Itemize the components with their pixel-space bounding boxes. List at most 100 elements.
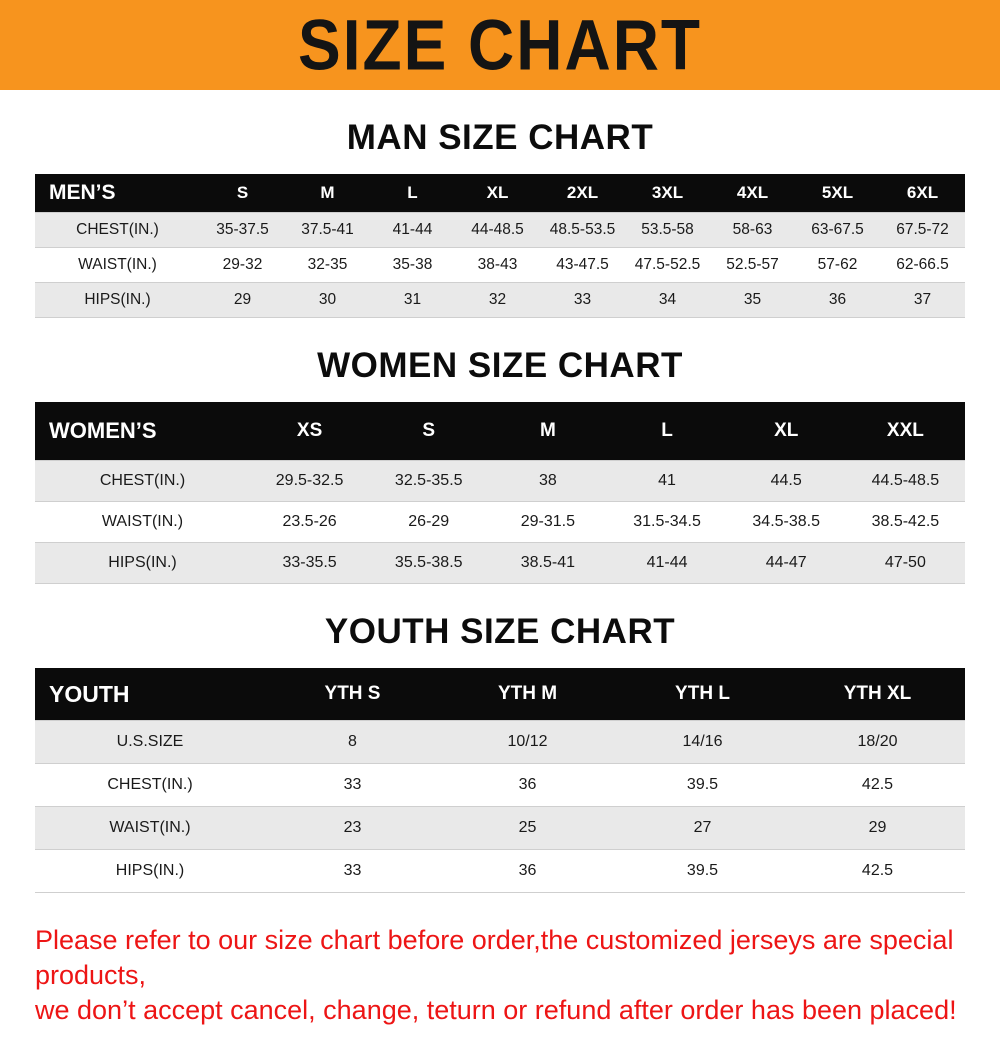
table-row: WAIST(IN.) 29-32 32-35 35-38 38-43 43-47.5 47.… bbox=[35, 247, 965, 283]
measurement-label: WAIST(IN.) bbox=[101, 513, 184, 530]
women-size-section: WOMEN SIZE CHART WOMEN’S XS S M L XL XXL CHEST(… bbox=[0, 346, 1000, 584]
table-row: CHEST(IN.) 35-37.5 37.5-41 41-44 44-48.5 48.5… bbox=[35, 212, 965, 248]
size-value: 32.5-35.5 bbox=[394, 472, 463, 489]
size-chart-banner: SIZE CHART bbox=[0, 0, 1000, 90]
size-value: 38.5-42.5 bbox=[871, 513, 940, 530]
page-title: SIZE CHART bbox=[298, 4, 702, 86]
size-value: 34 bbox=[658, 291, 677, 308]
size-value: 29-32 bbox=[222, 256, 263, 273]
table-title-cell: YOUTH bbox=[35, 668, 265, 721]
size-value: 36 bbox=[518, 862, 537, 879]
men-section-heading: MAN SIZE CHART bbox=[346, 118, 654, 157]
size-value: 42.5 bbox=[861, 776, 894, 793]
size-value: 29 bbox=[868, 819, 887, 836]
measurement-label: U.S.SIZE bbox=[116, 733, 184, 750]
size-value: 33 bbox=[343, 776, 362, 793]
size-value: 29 bbox=[233, 291, 252, 308]
size-column-header: M bbox=[285, 174, 370, 213]
size-column-header: L bbox=[370, 174, 455, 213]
size-value: 34.5-38.5 bbox=[752, 513, 820, 530]
size-value: 44.5 bbox=[770, 472, 802, 489]
size-value: 58-63 bbox=[732, 221, 773, 238]
size-column-header: S bbox=[200, 174, 285, 213]
table-title-cell: WOMEN’S bbox=[35, 402, 250, 461]
men-size-table: MEN’S S M L XL 2XL 3XL 4XL 5XL 6XL CHEST(IN.) 35-37… bbox=[35, 174, 965, 318]
size-value: 35 bbox=[743, 291, 762, 308]
size-value: 26-29 bbox=[408, 513, 450, 530]
size-value: 53.5-58 bbox=[641, 221, 694, 238]
size-value: 41-44 bbox=[646, 554, 688, 571]
size-column-header: XL bbox=[726, 402, 846, 461]
measurement-label: CHEST(IN.) bbox=[107, 776, 193, 793]
size-value: 44.5-48.5 bbox=[871, 472, 940, 489]
size-column-header: S bbox=[369, 402, 489, 461]
size-column-header: YTH L bbox=[615, 668, 790, 721]
size-value: 32-35 bbox=[307, 256, 348, 273]
size-column-header: YTH S bbox=[265, 668, 440, 721]
size-value: 35-37.5 bbox=[216, 221, 269, 238]
size-value: 32 bbox=[488, 291, 507, 308]
size-value: 44-48.5 bbox=[471, 221, 524, 238]
size-column-header: 3XL bbox=[625, 174, 710, 213]
size-value: 8 bbox=[348, 733, 357, 750]
size-value: 47.5-52.5 bbox=[634, 256, 701, 273]
size-value: 30 bbox=[318, 291, 337, 308]
size-value: 36 bbox=[828, 291, 847, 308]
youth-section-heading: YOUTH SIZE CHART bbox=[324, 612, 676, 651]
size-value: 33 bbox=[573, 291, 592, 308]
size-column-header: XS bbox=[250, 402, 370, 461]
size-column-header: YTH XL bbox=[790, 668, 965, 721]
size-value: 38.5-41 bbox=[520, 554, 576, 571]
table-row: CHEST(IN.) 33 36 39.5 42.5 bbox=[35, 763, 965, 807]
size-column-header: 5XL bbox=[795, 174, 880, 213]
size-value: 33 bbox=[343, 862, 362, 879]
measurement-label: WAIST(IN.) bbox=[109, 819, 191, 836]
size-column-header: 4XL bbox=[710, 174, 795, 213]
women-size-table: WOMEN’S XS S M L XL XXL CHEST(IN.) 29.5-32.5 32.5… bbox=[35, 402, 965, 584]
size-value: 48.5-53.5 bbox=[549, 221, 616, 238]
size-value: 43-47.5 bbox=[556, 256, 609, 273]
measurement-label: HIPS(IN.) bbox=[84, 291, 151, 308]
size-value: 39.5 bbox=[686, 862, 719, 879]
size-value: 37.5-41 bbox=[301, 221, 354, 238]
size-value: 36 bbox=[518, 776, 537, 793]
size-column-header: XXL bbox=[845, 402, 965, 461]
size-value: 25 bbox=[518, 819, 537, 836]
size-value: 33-35.5 bbox=[282, 554, 337, 571]
size-value: 38 bbox=[538, 472, 557, 489]
footer-line-2: we don’t accept cancel, change, teturn o… bbox=[35, 995, 957, 1026]
table-row: HIPS(IN.) 29 30 31 32 33 34 35 36 37 bbox=[35, 282, 965, 318]
table-row: WAIST(IN.) 23 25 27 29 bbox=[35, 806, 965, 850]
size-value: 18/20 bbox=[857, 733, 898, 750]
size-column-header: 2XL bbox=[540, 174, 625, 213]
size-value: 42.5 bbox=[861, 862, 894, 879]
size-value: 10/12 bbox=[507, 733, 548, 750]
table-row: U.S.SIZE 8 10/12 14/16 18/20 bbox=[35, 720, 965, 764]
size-value: 57-62 bbox=[817, 256, 858, 273]
youth-size-table: YOUTH YTH S YTH M YTH L YTH XL U.S.SIZE 8 10/12… bbox=[35, 668, 965, 893]
size-value: 52.5-57 bbox=[726, 256, 779, 273]
size-value: 47-50 bbox=[884, 554, 926, 571]
table-row: HIPS(IN.) 33 36 39.5 42.5 bbox=[35, 849, 965, 893]
footer-line-1: Please refer to our size chart before or… bbox=[35, 925, 954, 991]
table-title-cell: MEN’S bbox=[35, 174, 200, 213]
size-value: 41-44 bbox=[392, 221, 433, 238]
size-value: 23.5-26 bbox=[282, 513, 337, 530]
table-header-row: WOMEN’S XS S M L XL XXL bbox=[35, 402, 965, 461]
size-value: 35-38 bbox=[392, 256, 433, 273]
size-value: 31.5-34.5 bbox=[633, 513, 701, 530]
size-value: 37 bbox=[913, 291, 932, 308]
table-header-row: YOUTH YTH S YTH M YTH L YTH XL bbox=[35, 668, 965, 721]
measurement-label: WAIST(IN.) bbox=[78, 256, 157, 273]
size-value: 29.5-32.5 bbox=[275, 472, 344, 489]
women-section-heading: WOMEN SIZE CHART bbox=[317, 346, 683, 385]
size-value: 44-47 bbox=[765, 554, 807, 571]
size-value: 62-66.5 bbox=[896, 256, 949, 273]
table-header-row: MEN’S S M L XL 2XL 3XL 4XL 5XL 6XL bbox=[35, 174, 965, 213]
size-value: 29-31.5 bbox=[520, 513, 576, 530]
size-value: 27 bbox=[693, 819, 712, 836]
men-size-section: MAN SIZE CHART MEN’S S M L XL 2XL 3XL 4XL 5XL 6XL… bbox=[0, 118, 1000, 318]
size-column-header: L bbox=[607, 402, 727, 461]
youth-size-section: YOUTH SIZE CHART YOUTH YTH S YTH M YTH L YTH… bbox=[0, 612, 1000, 893]
size-column-header: 6XL bbox=[880, 174, 965, 213]
